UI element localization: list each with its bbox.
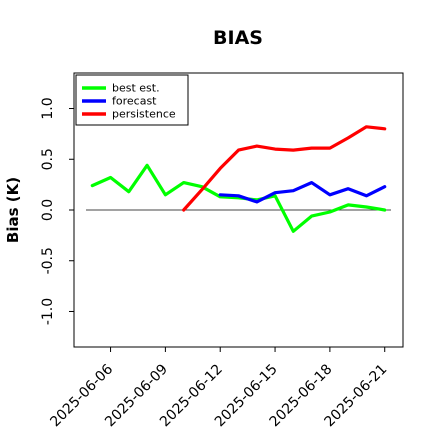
- y-tick-label: -0.5: [40, 247, 56, 274]
- series-line-best-est: [90, 163, 387, 233]
- y-tick-label: 1.0: [40, 97, 56, 119]
- chart-title: BIAS: [213, 27, 263, 49]
- series-line-forecast: [218, 181, 387, 204]
- legend-label: best est.: [112, 82, 160, 95]
- y-tick-label: 0.5: [40, 148, 56, 170]
- legend-label: forecast: [112, 95, 157, 108]
- y-tick-label: -1.0: [40, 298, 56, 325]
- plot-area: -1.0-0.50.00.51.02025-06-062025-06-09202…: [40, 72, 404, 430]
- legend-label: persistence: [112, 108, 176, 121]
- series-line-persistence: [182, 125, 387, 212]
- y-tick-label: 0.0: [40, 199, 56, 221]
- y-axis-label: Bias (K): [4, 177, 22, 243]
